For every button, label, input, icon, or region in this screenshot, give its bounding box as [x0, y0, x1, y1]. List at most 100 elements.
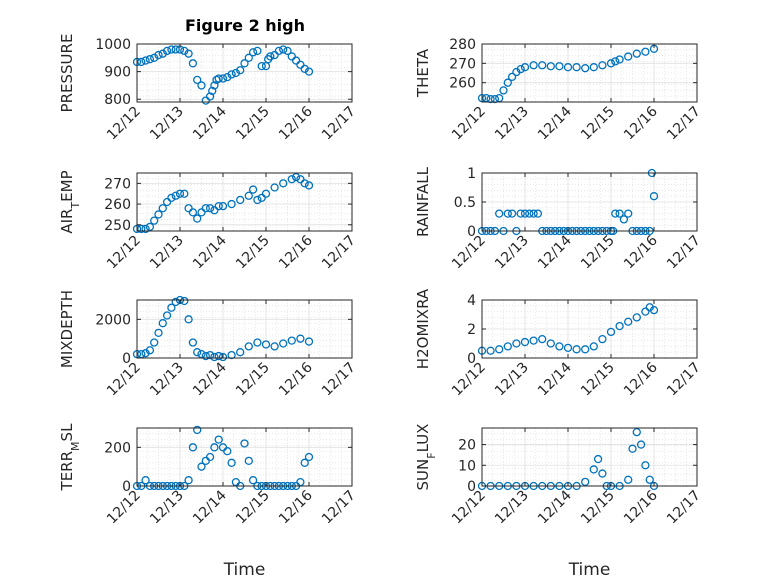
data-point	[158, 204, 167, 213]
data-point	[137, 224, 146, 234]
x-tick-label: 12/15	[233, 488, 273, 528]
y-tick-label: 0	[122, 351, 131, 367]
data-point	[227, 70, 236, 79]
data-point	[645, 475, 654, 484]
data-point	[214, 435, 223, 444]
y-tick-label: 0	[467, 479, 476, 495]
data-point	[158, 49, 167, 58]
y-tick-label: 4	[467, 293, 476, 309]
x-axis-label: Time	[223, 560, 266, 580]
data-point	[279, 45, 288, 54]
data-point	[503, 209, 512, 218]
data-point	[628, 444, 637, 453]
data-point	[516, 209, 525, 218]
data-point	[572, 345, 581, 354]
data-point	[218, 352, 228, 362]
data-point	[184, 315, 193, 324]
axes-box	[481, 43, 698, 103]
data-point	[141, 56, 150, 65]
data-point	[520, 209, 530, 218]
data-point	[598, 334, 607, 344]
data-point	[145, 55, 155, 64]
x-tick-label: 12/14	[535, 359, 575, 399]
data-point	[624, 52, 633, 61]
data-point	[300, 64, 309, 74]
data-point	[253, 338, 262, 347]
data-point	[208, 86, 217, 96]
x-tick-label: 12/17	[319, 233, 359, 273]
data-point	[231, 68, 241, 78]
data-point	[197, 81, 206, 90]
data-point	[214, 74, 223, 83]
subplot-8: 12/12 12/13 12/14 12/15 12/16 12/1701020SUNFL…	[414, 424, 704, 580]
data-point	[581, 477, 590, 487]
data-point	[598, 61, 607, 70]
data-point	[154, 50, 163, 60]
x-tick-label: 12/15	[578, 488, 618, 528]
x-tick-label: 12/17	[664, 233, 704, 273]
x-tick-label: 12/16	[621, 103, 661, 143]
x-tick-label: 12/14	[190, 359, 230, 399]
data-point	[486, 94, 495, 104]
data-point	[210, 352, 219, 362]
x-tick-label: 12/13	[147, 104, 187, 144]
y-tick-label: 1	[467, 166, 476, 182]
y-tick-label: 270	[449, 56, 476, 72]
data-point	[304, 67, 314, 76]
data-point	[291, 56, 301, 65]
x-tick-label: 12/17	[319, 488, 359, 528]
data-point	[167, 45, 176, 54]
y-axis-label: MIXDEPTH	[58, 290, 76, 368]
data-point	[520, 63, 530, 72]
data-point	[641, 47, 650, 56]
data-point	[649, 305, 659, 315]
data-point	[162, 46, 172, 56]
data-point	[632, 313, 641, 322]
data-point	[223, 447, 232, 456]
data-point	[300, 458, 309, 467]
subplot-6: 12/12 12/13 12/14 12/15 12/16 12/17024H2OMIXR…	[414, 288, 704, 399]
subplot-grid: 12/12 12/13 12/14 12/15 12/16 12/178009001000…	[58, 34, 704, 580]
data-point	[304, 452, 314, 462]
y-tick-label: 10	[458, 458, 476, 474]
data-point	[529, 336, 538, 345]
data-point	[184, 476, 193, 485]
data-point	[214, 201, 223, 211]
x-tick-label: 12/12	[104, 104, 144, 144]
data-point	[205, 452, 215, 462]
x-tick-label: 12/17	[664, 360, 704, 400]
data-point	[236, 66, 245, 75]
data-point	[589, 342, 598, 351]
data-point	[563, 63, 573, 72]
data-point	[150, 338, 159, 347]
data-point	[257, 61, 266, 71]
data-point	[538, 61, 547, 70]
data-point	[236, 348, 245, 357]
data-point	[512, 339, 521, 348]
data-point	[641, 461, 650, 470]
x-tick-label: 12/13	[147, 233, 187, 273]
x-tick-label: 12/15	[233, 233, 273, 273]
data-point	[188, 59, 198, 68]
data-point	[167, 303, 176, 312]
x-tick-label: 12/14	[190, 103, 230, 143]
data-point	[154, 210, 163, 219]
subplot-4: 12/12 12/13 12/14 12/15 12/16 12/1700.51RAINF…	[414, 166, 704, 272]
data-point	[296, 334, 305, 343]
x-tick-label: 12/16	[621, 359, 661, 399]
y-axis-label: H2OMIXRA	[414, 288, 432, 369]
data-point	[555, 342, 564, 351]
y-tick-label: 260	[449, 76, 476, 92]
data-point	[507, 209, 517, 218]
axes-box	[481, 427, 698, 487]
x-tick-label: 12/15	[578, 360, 618, 400]
data-point	[516, 64, 525, 74]
x-tick-label: 12/13	[147, 360, 187, 400]
data-point	[649, 192, 659, 201]
data-point	[154, 328, 163, 338]
data-point	[227, 458, 236, 467]
data-point	[589, 63, 598, 72]
data-point	[180, 296, 189, 306]
data-point	[615, 55, 624, 64]
data-point	[171, 297, 180, 307]
